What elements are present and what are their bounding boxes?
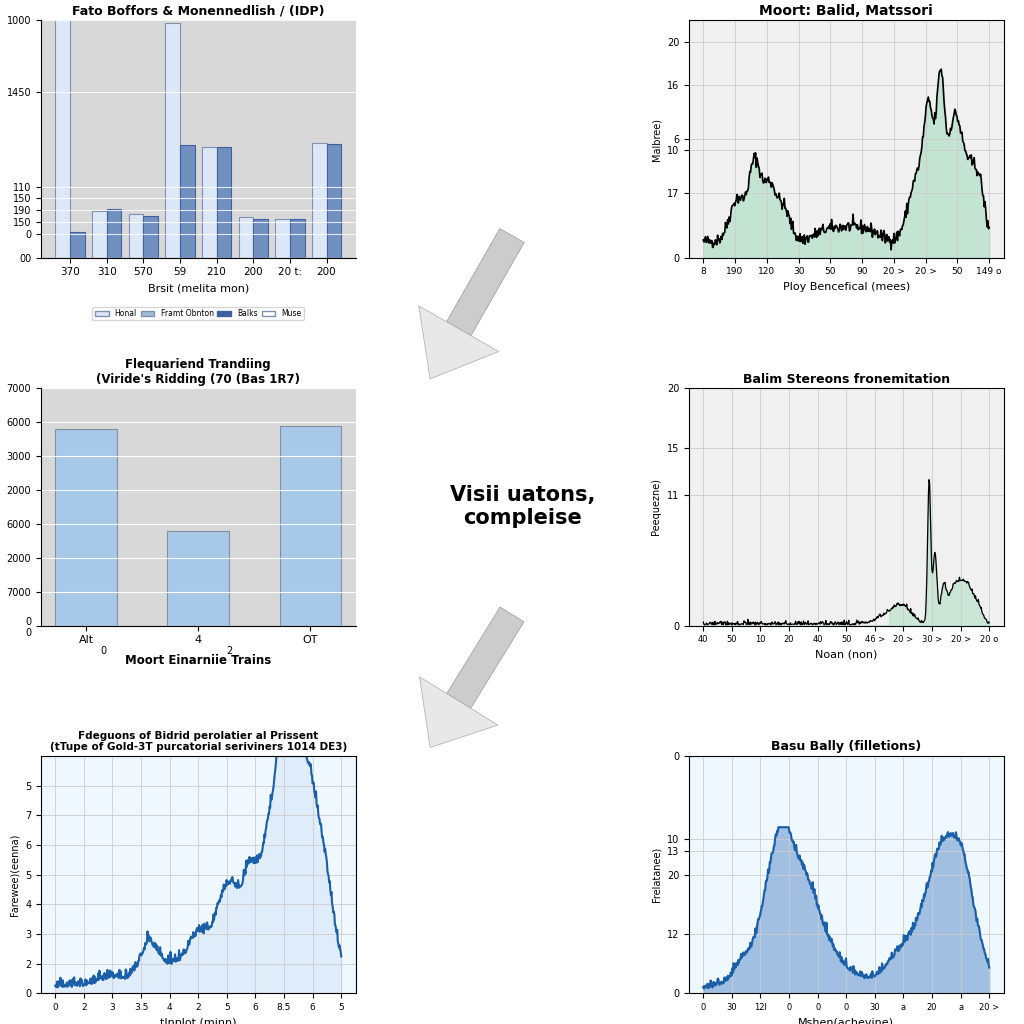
- Title: Moort: Balid, Matssori: Moort: Balid, Matssori: [760, 4, 933, 18]
- Text: Visii uatons,
compleise: Visii uatons, compleise: [450, 485, 595, 528]
- Title: Flequariend Trandiing
(Viride's Ridding (70 (Bas 1R7): Flequariend Trandiing (Viride's Ridding …: [96, 357, 300, 386]
- Title: Balim Stereons fronemitation: Balim Stereons fronemitation: [742, 373, 950, 386]
- Legend: Honal, Framt Obnton, Balks, Muse: Honal, Framt Obnton, Balks, Muse: [92, 307, 304, 321]
- X-axis label: Ploy Bencefical (mees): Ploy Bencefical (mees): [782, 282, 910, 292]
- Bar: [312, 142, 327, 258]
- Bar: [327, 143, 341, 258]
- Bar: [253, 218, 268, 258]
- Title: Fdeguons of Bidrid perolatier al Prissent
(tTupe of Gold-3T purcatorial serivine: Fdeguons of Bidrid perolatier al Prissen…: [49, 731, 347, 753]
- X-axis label: Brsit (melita mon): Brsit (melita mon): [147, 283, 249, 293]
- Bar: [239, 217, 253, 258]
- Text: 2: 2: [226, 646, 232, 656]
- Text: 0: 0: [100, 646, 106, 656]
- Bar: [41, 626, 355, 642]
- Y-axis label: Farewee)(eenna): Farewee)(eenna): [9, 834, 19, 915]
- Bar: [165, 23, 180, 258]
- Bar: [275, 219, 290, 258]
- Bar: [143, 215, 158, 258]
- Title: Basu Bally (filletions): Basu Bally (filletions): [771, 740, 922, 754]
- Bar: [216, 147, 231, 258]
- Bar: [55, 0, 70, 258]
- Bar: [290, 219, 304, 258]
- Y-axis label: Peequezne): Peequezne): [651, 478, 662, 536]
- Bar: [92, 212, 106, 258]
- Bar: [55, 429, 117, 626]
- Bar: [41, 258, 355, 282]
- Bar: [180, 145, 195, 258]
- Bar: [202, 147, 216, 258]
- Bar: [167, 530, 229, 626]
- Title: Fato Boffors & Monennedlish / (IDP): Fato Boffors & Monennedlish / (IDP): [72, 5, 325, 18]
- Y-axis label: Malbree): Malbree): [651, 118, 662, 161]
- Bar: [129, 214, 143, 258]
- Y-axis label: Frelatanee): Frelatanee): [651, 847, 662, 902]
- Bar: [70, 231, 85, 258]
- X-axis label: Moort Einarniie Trains: Moort Einarniie Trains: [125, 653, 271, 667]
- Bar: [280, 426, 341, 626]
- X-axis label: Mshen(achevine): Mshen(achevine): [799, 1018, 894, 1024]
- X-axis label: tInplot (minn): tInplot (minn): [160, 1018, 237, 1024]
- X-axis label: Noan (non): Noan (non): [815, 650, 878, 659]
- Bar: [106, 209, 121, 258]
